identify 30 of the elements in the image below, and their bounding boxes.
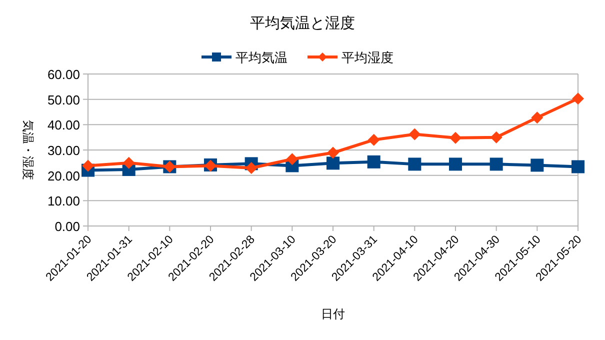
y-tick-label: 50.00: [47, 92, 80, 108]
point: [531, 112, 544, 124]
chart-title: 平均気温と湿度: [250, 15, 355, 32]
point: [572, 92, 584, 105]
point: [368, 134, 380, 146]
point: [408, 158, 422, 171]
y-tick-label: 20.00: [47, 168, 80, 184]
legend-label: 平均気温: [236, 50, 288, 65]
y-tick-label: 30.00: [47, 143, 80, 158]
point: [122, 156, 135, 169]
point: [408, 128, 421, 140]
y-tick-label: 40.00: [47, 118, 80, 133]
point: [286, 153, 298, 166]
point: [450, 132, 462, 144]
point: [367, 155, 380, 168]
y-tick-label: 0.00: [54, 219, 80, 234]
point: [490, 158, 503, 171]
x-axis-title: 日付: [321, 307, 345, 321]
y-tick-label: 10.00: [47, 194, 80, 209]
point: [572, 160, 584, 174]
point: [327, 146, 339, 159]
point: [449, 158, 462, 171]
legend-label: 平均湿度: [342, 50, 394, 65]
point: [245, 162, 258, 174]
y-axis-title: 気温・湿度: [21, 120, 35, 180]
point: [490, 131, 502, 144]
y-tick-label: 60.00: [47, 67, 80, 82]
point: [530, 158, 544, 172]
point: [326, 156, 340, 170]
point: [82, 160, 94, 172]
